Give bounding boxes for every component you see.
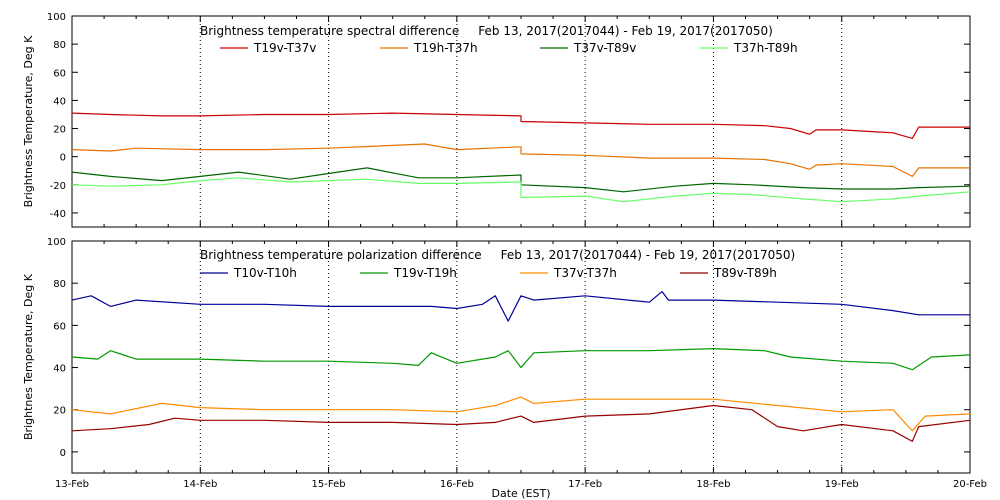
y-tick-label: 20 <box>53 406 66 417</box>
legend-label: T37h-T89h <box>733 41 798 55</box>
x-tick-label: 13-Feb <box>55 479 89 490</box>
y-tick-label: 80 <box>53 279 66 290</box>
y-tick-label: 40 <box>53 96 66 107</box>
legend-label: T37v-T37h <box>553 266 617 280</box>
plot-frame <box>71 240 971 474</box>
legend-label: T19v-T37v <box>253 41 316 55</box>
legend-label: T89v-T89h <box>713 266 777 280</box>
y-tick-label: 60 <box>53 68 66 79</box>
legend-label: T19h-T37h <box>413 41 478 55</box>
series-line <box>71 404 971 442</box>
series-line <box>71 291 970 322</box>
y-axis-label: Brightness Temperature, Deg K <box>22 35 35 207</box>
x-tick-label: 16-Feb <box>440 479 474 490</box>
series-line <box>71 112 970 139</box>
x-tick-label: 14-Feb <box>183 479 217 490</box>
series-line <box>71 348 971 371</box>
polarization-difference-panel: 13-Feb 14-Feb 15-Feb 16-Feb 17-Feb 18-Feb 19-F… <box>22 237 987 500</box>
y-tick-label: 100 <box>47 12 66 23</box>
chart-title: Brightness temperature polarization diff… <box>200 248 795 262</box>
legend-label: T19v-T19h <box>393 266 457 280</box>
y-axis-label: Brightnes Temperature, Deg K <box>22 273 35 440</box>
legend-label: T10v-T10h <box>233 266 297 280</box>
x-axis-label: Date (EST) <box>491 487 550 500</box>
chart-title: Brightness temperature spectral differen… <box>200 24 773 38</box>
y-tick-label: 0 <box>60 448 66 459</box>
x-tick-label: 18-Feb <box>696 479 730 490</box>
y-tick-label: 20 <box>53 125 66 136</box>
x-tick-label: 17-Feb <box>568 479 602 490</box>
series-line <box>71 177 971 203</box>
y-tick-label: -20 <box>50 181 66 192</box>
y-tick-label: 40 <box>53 364 66 375</box>
legend-label: T37v-T89v <box>573 41 636 55</box>
y-tick-label: 0 <box>60 153 66 164</box>
y-tick-label: 80 <box>53 40 66 51</box>
spectral-difference-panel: -40 -20 0 20 40 60 80 100 Brightness Temperature… <box>22 12 971 228</box>
y-tick-label: 100 <box>47 237 66 248</box>
series-line <box>71 167 971 193</box>
x-tick-label: 19-Feb <box>825 479 859 490</box>
x-tick-label: 15-Feb <box>312 479 346 490</box>
y-tick-label: -40 <box>50 209 66 220</box>
y-tick-label: 60 <box>53 321 66 332</box>
x-tick-label: 20-Feb <box>953 479 987 490</box>
series-line <box>71 396 971 432</box>
series-line <box>71 143 970 177</box>
